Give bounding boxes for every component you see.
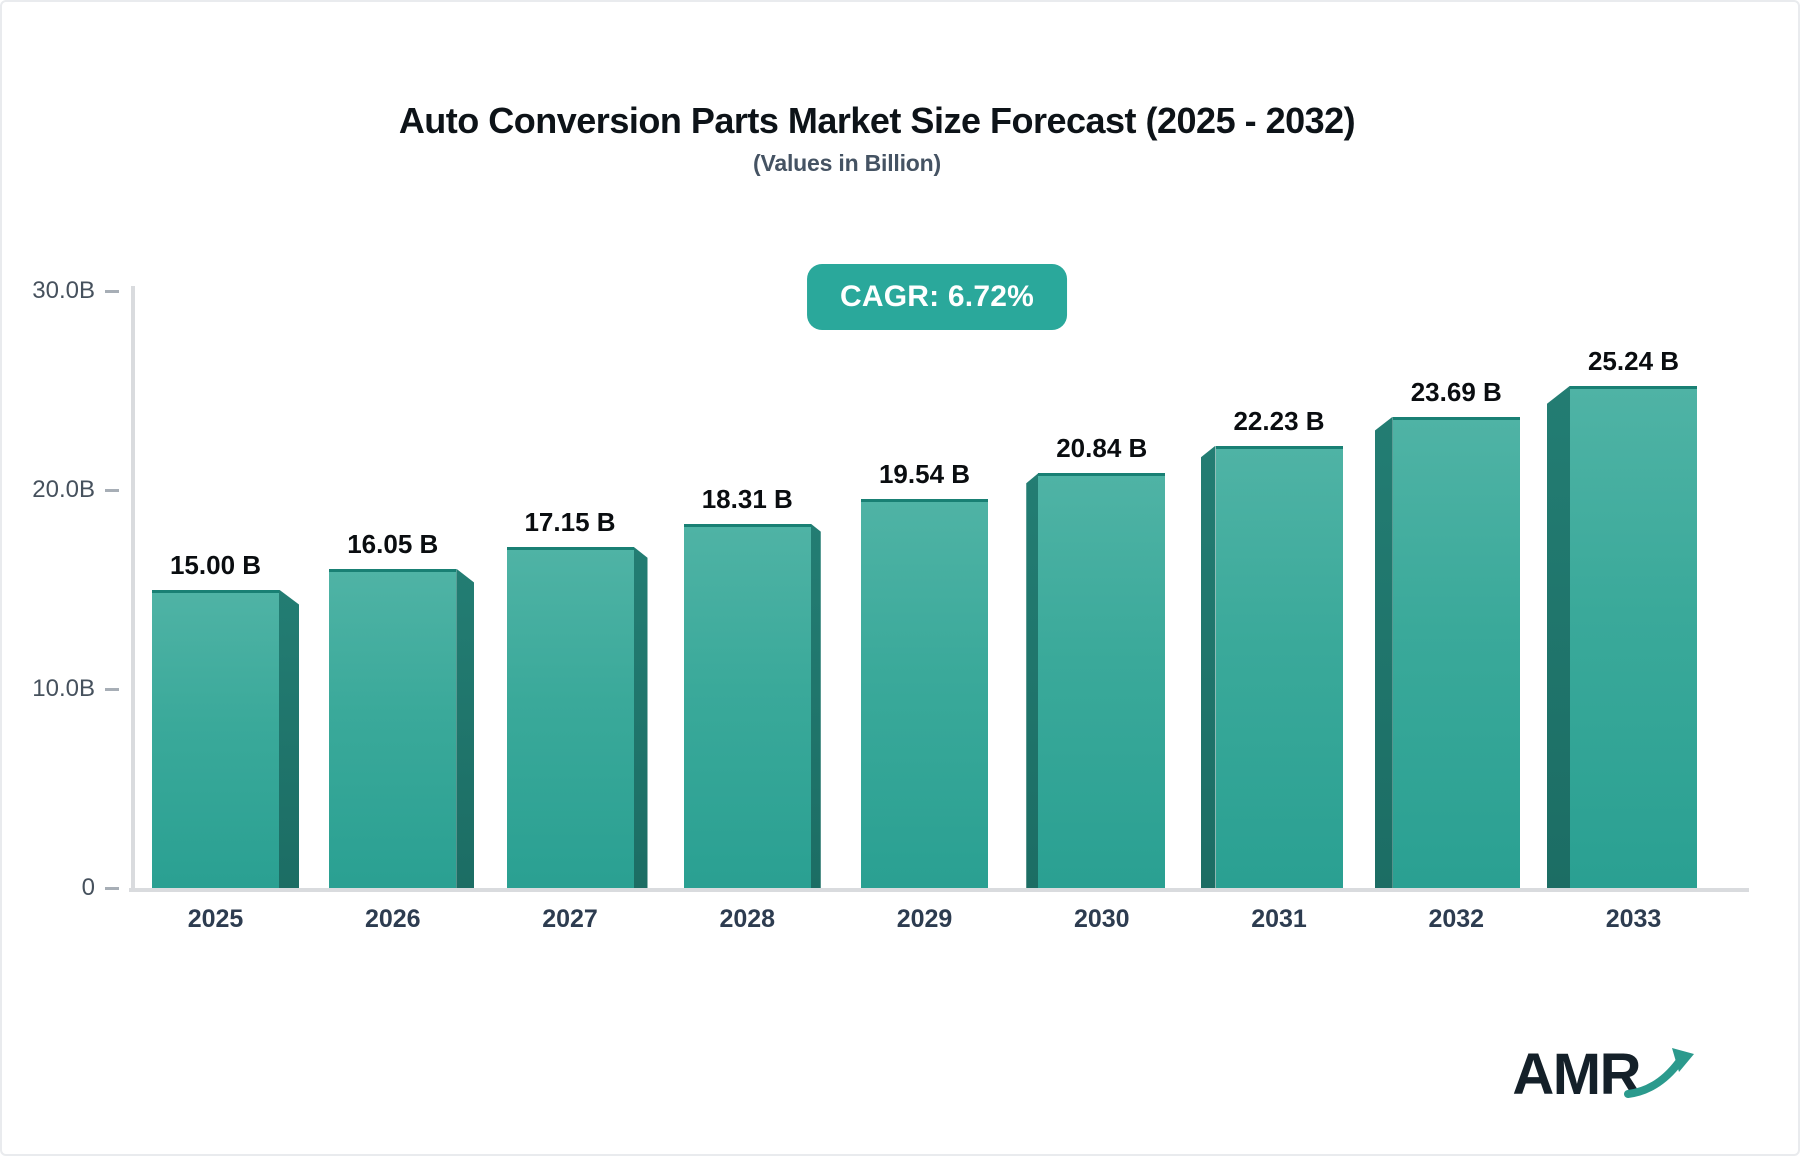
amr-logo-text: AMR bbox=[1512, 1042, 1641, 1107]
y-axis-tick-label: 0 bbox=[81, 874, 95, 901]
x-axis-label: 2026 bbox=[364, 905, 421, 933]
bar-front-face bbox=[683, 523, 811, 888]
y-axis-line bbox=[131, 286, 135, 892]
y-axis-tick bbox=[105, 489, 119, 492]
x-axis-label: 2028 bbox=[719, 905, 776, 933]
x-axis-label: 2032 bbox=[1428, 905, 1485, 933]
bar-side-face bbox=[1547, 385, 1570, 888]
bar-value-label: 22.23 B bbox=[1233, 405, 1325, 436]
bar-2026 bbox=[329, 568, 475, 888]
cagr-badge: CAGR: 6.72% bbox=[807, 264, 1067, 330]
bar-2027 bbox=[506, 546, 648, 888]
bar-side-face bbox=[456, 568, 475, 888]
bar-front-face bbox=[152, 589, 279, 888]
y-axis-tick bbox=[105, 290, 119, 293]
x-axis-label: 2029 bbox=[896, 905, 953, 933]
bar-front-face bbox=[506, 546, 634, 888]
bar-front-face bbox=[1570, 385, 1697, 888]
bar-value-label: 23.69 B bbox=[1410, 376, 1502, 407]
bar-side-face bbox=[1026, 473, 1039, 888]
growth-arrow-icon bbox=[1624, 1048, 1694, 1098]
bar-front-face bbox=[1038, 473, 1166, 888]
bar-front-face bbox=[1392, 416, 1520, 888]
bar-2028 bbox=[683, 523, 821, 888]
bar-value-label: 20.84 B bbox=[1056, 433, 1148, 464]
bar-value-label: 16.05 B bbox=[347, 528, 439, 559]
x-axis-label: 2027 bbox=[542, 905, 598, 933]
x-axis-label: 2025 bbox=[187, 905, 244, 933]
y-axis-tick-label: 10.0B bbox=[32, 675, 95, 702]
bar-value-label: 17.15 B bbox=[524, 506, 616, 537]
chart-title: Auto Conversion Parts Market Size Foreca… bbox=[398, 100, 1356, 141]
bar-2033 bbox=[1547, 385, 1697, 888]
bar-value-label: 18.31 B bbox=[701, 483, 793, 514]
bar-side-face bbox=[633, 546, 648, 888]
chart-subtitle: (Values in Billion) bbox=[753, 150, 941, 176]
bar-side-face bbox=[279, 589, 299, 888]
bar-2029 bbox=[861, 499, 988, 888]
bar-value-label: 15.00 B bbox=[169, 549, 262, 580]
y-axis-tick-label: 20.0B bbox=[32, 476, 95, 503]
bar-2025 bbox=[152, 589, 299, 888]
bar-2032 bbox=[1374, 416, 1520, 888]
x-axis-label: 2031 bbox=[1251, 905, 1307, 933]
bar-value-label: 25.24 B bbox=[1587, 345, 1680, 376]
y-axis-tick bbox=[105, 887, 119, 890]
bar-value-label: 19.54 B bbox=[878, 459, 971, 490]
amr-logo: AMR bbox=[1512, 1042, 1696, 1104]
bar-front-face bbox=[329, 568, 457, 888]
y-axis-tick-label: 30.0B bbox=[32, 277, 95, 304]
x-axis-label: 2033 bbox=[1605, 905, 1662, 933]
bar-side-face bbox=[810, 523, 821, 888]
bar-front-face bbox=[861, 499, 988, 888]
x-axis-line bbox=[129, 888, 1749, 892]
y-axis-tick bbox=[105, 688, 119, 691]
bar-2030 bbox=[1026, 473, 1166, 888]
bar-2031 bbox=[1200, 445, 1343, 888]
x-axis-label: 2030 bbox=[1073, 905, 1130, 933]
bar-side-face bbox=[1374, 416, 1393, 888]
bar-front-face bbox=[1215, 445, 1343, 888]
bar-side-face bbox=[1200, 445, 1216, 888]
